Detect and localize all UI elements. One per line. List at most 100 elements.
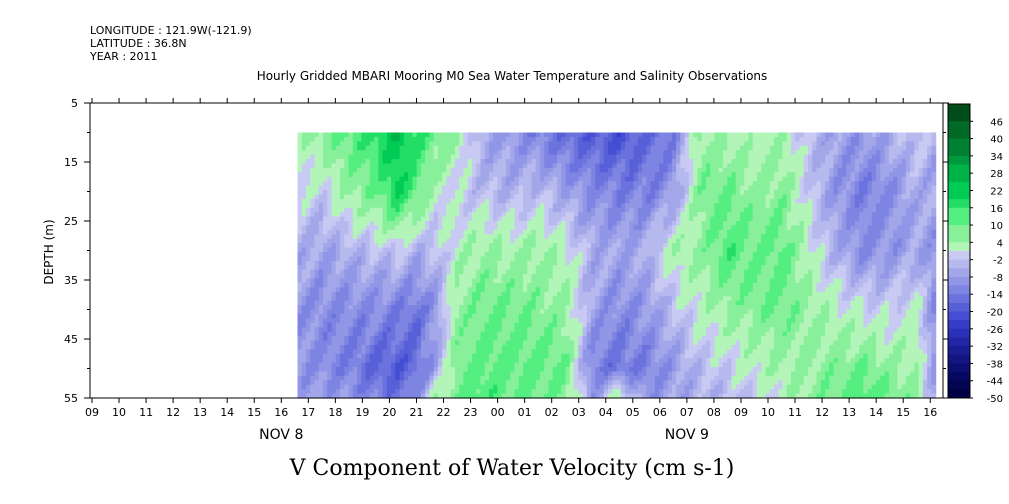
heatmap-cell <box>612 243 618 249</box>
heatmap-cell <box>437 367 443 373</box>
heatmap-cell <box>620 300 626 306</box>
heatmap-cell <box>535 380 541 386</box>
heatmap-cell <box>548 163 554 169</box>
heatmap-cell <box>569 141 575 147</box>
heatmap-cell <box>391 132 396 138</box>
heatmap-cell <box>416 287 422 293</box>
heatmap-cell <box>467 190 473 196</box>
heatmap-cell <box>642 322 647 328</box>
heatmap-cell <box>620 371 626 377</box>
heatmap-cell <box>591 305 596 311</box>
heatmap-cell <box>471 132 477 138</box>
heatmap-cell <box>578 141 584 147</box>
heatmap-cell <box>365 371 371 377</box>
heatmap-cell <box>306 181 311 187</box>
heatmap-cell <box>306 358 311 364</box>
heatmap-cell <box>352 145 358 151</box>
heatmap-cell <box>374 322 379 328</box>
heatmap-cell <box>642 141 647 147</box>
heatmap-cell <box>591 327 596 333</box>
heatmap-cell <box>331 393 337 399</box>
heatmap-cell <box>569 225 575 231</box>
heatmap-cell <box>395 282 401 288</box>
heatmap-cell <box>344 243 350 249</box>
heatmap-cell <box>297 167 303 173</box>
heatmap-cell <box>531 203 537 209</box>
heatmap-cell <box>569 243 575 249</box>
heatmap-cell <box>327 251 333 257</box>
heatmap-cell <box>467 362 473 368</box>
heatmap-cell <box>352 172 358 178</box>
heatmap-cell <box>297 163 303 169</box>
heatmap-cell <box>450 132 456 138</box>
heatmap-cell <box>344 362 350 368</box>
heatmap-cell <box>442 322 447 328</box>
heatmap-cell <box>612 221 618 227</box>
heatmap-cell <box>318 313 324 319</box>
heatmap-cell <box>586 260 592 266</box>
heatmap-cell <box>505 362 511 368</box>
heatmap-cell <box>569 313 575 319</box>
heatmap-cell <box>314 225 320 231</box>
heatmap-cell <box>429 150 435 156</box>
heatmap-cell <box>348 251 354 257</box>
heatmap-cell <box>633 225 639 231</box>
heatmap-cell <box>408 367 413 373</box>
heatmap-cell <box>591 389 596 395</box>
heatmap-cell <box>637 353 643 359</box>
heatmap-cell <box>603 265 609 271</box>
heatmap-cell <box>620 340 626 346</box>
heatmap-cell <box>488 190 494 196</box>
heatmap-cell <box>323 287 328 293</box>
heatmap-cell <box>369 238 375 244</box>
heatmap-cell <box>420 331 426 337</box>
heatmap-cell <box>386 336 392 342</box>
heatmap-cell <box>574 389 579 395</box>
heatmap-cell <box>535 309 541 315</box>
heatmap-cell <box>629 362 635 368</box>
heatmap-cell <box>344 318 350 324</box>
heatmap-cell <box>399 371 405 377</box>
heatmap-cell <box>518 313 524 319</box>
heatmap-cell <box>361 375 367 381</box>
heatmap-cell <box>429 141 435 147</box>
heatmap-cell <box>450 287 456 293</box>
heatmap-cell <box>569 375 575 381</box>
heatmap-cell <box>340 194 345 200</box>
heatmap-cell <box>620 349 626 355</box>
heatmap-cell <box>454 318 460 324</box>
heatmap-cell <box>459 181 465 187</box>
heatmap-cell <box>484 282 490 288</box>
heatmap-cell <box>565 336 571 342</box>
heatmap-cell <box>497 185 503 191</box>
heatmap-cell <box>450 362 456 368</box>
heatmap-cell <box>548 358 554 364</box>
heatmap-cell <box>578 322 584 328</box>
heatmap-cell <box>552 313 558 319</box>
heatmap-cell <box>306 185 311 191</box>
heatmap-cell <box>480 331 486 337</box>
heatmap-cell <box>327 380 333 386</box>
heatmap-cell <box>629 296 635 302</box>
heatmap-cell <box>327 300 333 306</box>
heatmap-cell <box>574 243 579 249</box>
heatmap-cell <box>433 318 439 324</box>
heatmap-cell <box>391 145 396 151</box>
heatmap-cell <box>633 172 639 178</box>
heatmap-cell <box>544 256 550 262</box>
heatmap-cell <box>378 150 384 156</box>
heatmap-cell <box>620 278 626 284</box>
heatmap-cell <box>552 362 558 368</box>
heatmap-cell <box>599 367 605 373</box>
heatmap-cell <box>540 367 545 373</box>
heatmap-cell <box>340 260 345 266</box>
heatmap-cell <box>569 181 575 187</box>
heatmap-cell <box>467 384 473 390</box>
heatmap-cell <box>471 375 477 381</box>
heatmap-cell <box>425 322 430 328</box>
heatmap-cell <box>522 313 528 319</box>
heatmap-cell <box>595 300 601 306</box>
heatmap-cell <box>399 229 405 235</box>
heatmap-cell <box>335 136 341 142</box>
heatmap-cell <box>629 260 635 266</box>
